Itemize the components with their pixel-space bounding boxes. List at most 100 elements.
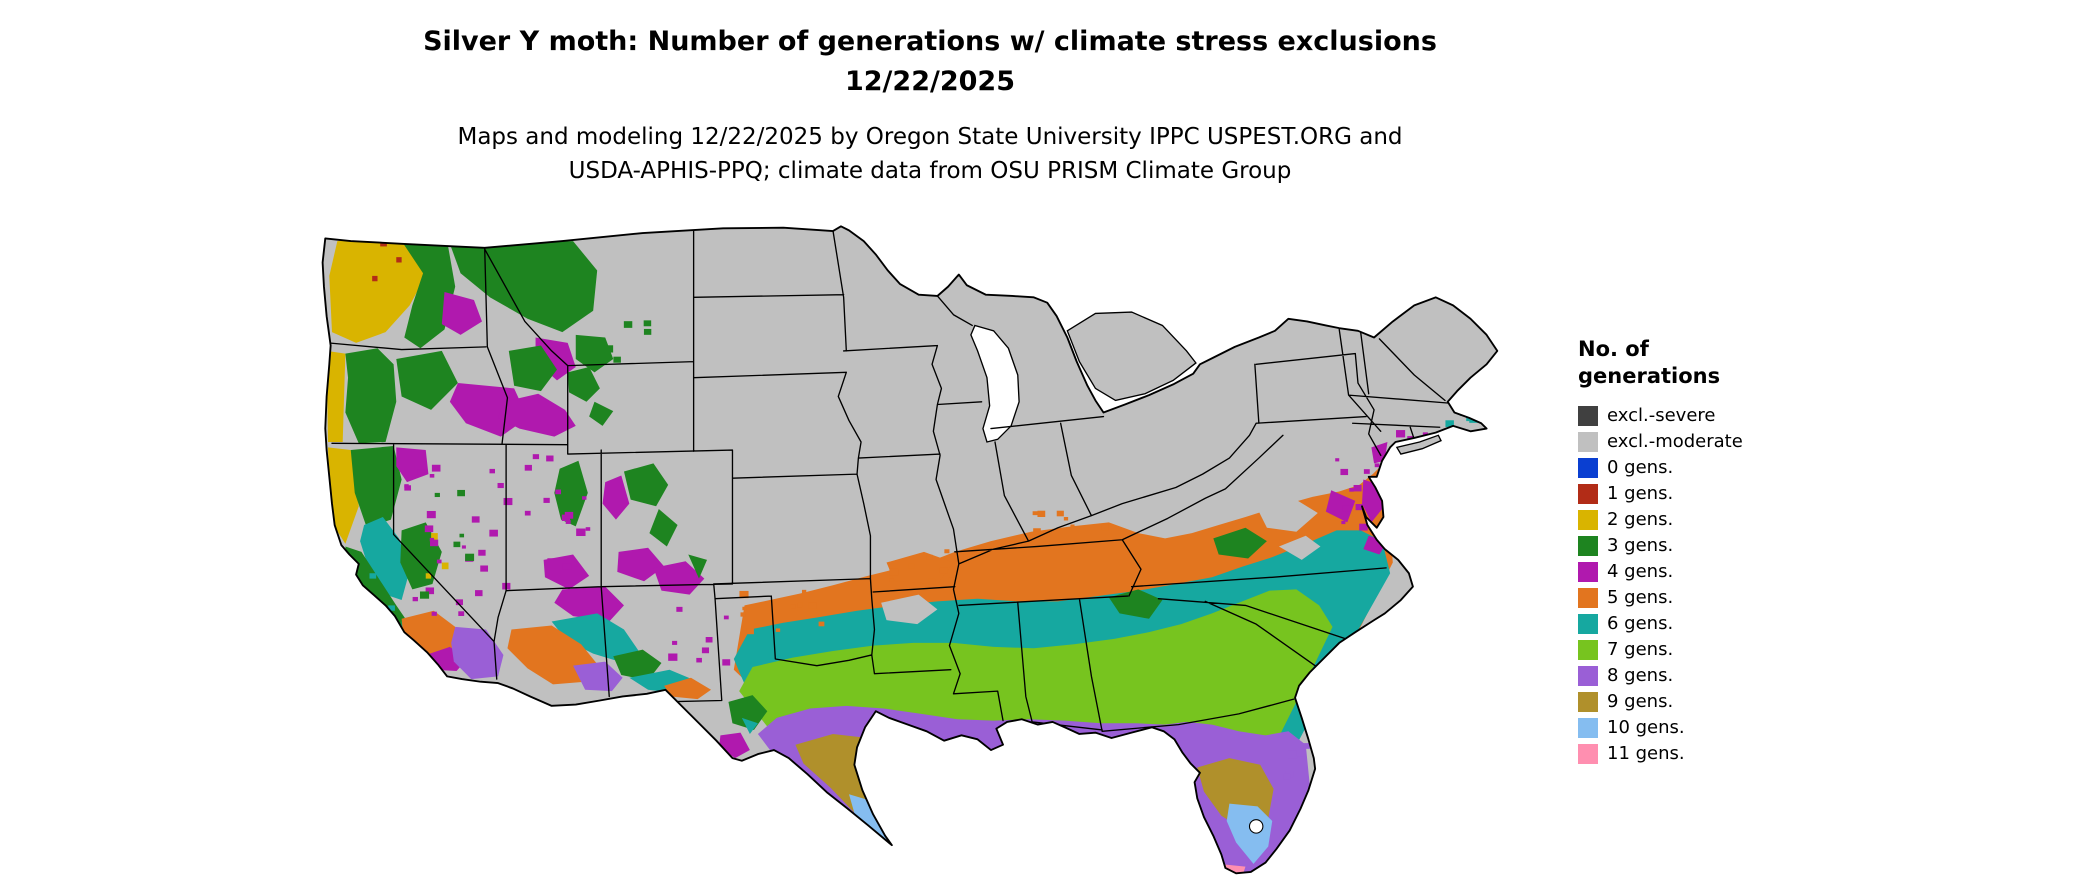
region-3-gens-colorado-2	[649, 508, 678, 547]
region-gray-appalachia-1	[1258, 498, 1318, 532]
region-3-gens-montana	[575, 334, 614, 373]
region-3-gens-wind-river	[589, 401, 614, 426]
legend-item: 0 gens.	[1578, 455, 1818, 481]
region-2-gens-oregon-coast	[326, 350, 346, 442]
region-6-gens-mogollon	[551, 613, 639, 663]
region-6-gens-speck	[369, 573, 377, 579]
legend-item: 1 gens.	[1578, 481, 1818, 507]
region-1-gens-speck	[396, 257, 402, 263]
legend-item: excl.-moderate	[1578, 429, 1818, 455]
legend-item: 3 gens.	[1578, 533, 1818, 559]
legend-label: 2 gens.	[1607, 509, 1674, 530]
region-4-gens-colorado-2	[617, 547, 665, 582]
legend-label: 8 gens.	[1607, 665, 1674, 686]
legend-swatch	[1578, 510, 1598, 530]
legend-item: 4 gens.	[1578, 559, 1818, 585]
subtitle-line1: Maps and modeling 12/22/2025 by Oregon S…	[457, 124, 1403, 150]
legend-swatch	[1578, 692, 1598, 712]
region-3-gens-cascades-wa	[398, 237, 456, 349]
legend-item: 2 gens.	[1578, 507, 1818, 533]
legend-swatch	[1578, 718, 1598, 738]
region-3-gens-sw-nm	[613, 649, 662, 681]
region-3-gens-klamath	[350, 446, 402, 528]
legend-label: 3 gens.	[1607, 535, 1674, 556]
legend-item: excl.-severe	[1578, 403, 1818, 429]
legend-label: 5 gens.	[1607, 587, 1674, 608]
legend: No. of generations excl.-severe excl.-mod…	[1578, 336, 1818, 767]
legend-item: 6 gens.	[1578, 611, 1818, 637]
subtitle-line2: USDA-APHIS-PPQ; climate data from OSU PR…	[568, 158, 1292, 184]
region-3-gens-blue-mtns	[396, 350, 458, 410]
long-island	[1395, 434, 1442, 455]
legend-swatch	[1578, 406, 1598, 426]
legend-label: 11 gens.	[1607, 743, 1685, 764]
us-map	[321, 225, 1499, 875]
legend-label: 4 gens.	[1607, 561, 1674, 582]
legend-swatch	[1578, 614, 1598, 634]
legend-item: 10 gens.	[1578, 715, 1818, 741]
region-1-gens-speck	[380, 241, 387, 247]
legend-swatch	[1578, 536, 1598, 556]
region-4-gens-dc	[1325, 490, 1356, 523]
legend-swatch	[1578, 640, 1598, 660]
map-fill-layer	[322, 226, 1498, 874]
legend-swatch	[1578, 666, 1598, 686]
region-2-gens-speck	[425, 573, 432, 579]
legend-label: 1 gens.	[1607, 483, 1674, 504]
legend-label: 10 gens.	[1607, 717, 1685, 738]
region-2-gens-speck	[441, 562, 449, 570]
region-8-gens-mojave	[451, 626, 504, 680]
region-3-gens-central-idaho	[508, 345, 558, 392]
region-2-gens-speck	[431, 533, 438, 540]
legend-swatch	[1578, 744, 1598, 764]
legend-swatch	[1578, 562, 1598, 582]
region-3-gens-appalachia	[1213, 527, 1267, 559]
legend-title-line1: No. of	[1578, 337, 1649, 361]
state-borders	[327, 227, 1450, 732]
region-3-gens-cascades-or	[345, 348, 397, 444]
map-container	[317, 225, 1527, 884]
legend-item: 7 gens.	[1578, 637, 1818, 663]
region-9-gens-texas	[795, 733, 902, 842]
region-3-gens-colorado-1	[623, 463, 669, 507]
region-4-gens-east-washington	[441, 291, 482, 335]
region-3-gens-yellowstone	[567, 366, 600, 402]
legend-swatch	[1578, 458, 1598, 478]
legend-item: 9 gens.	[1578, 689, 1818, 715]
title-line2: 12/22/2025	[844, 66, 1015, 97]
legend-item: 5 gens.	[1578, 585, 1818, 611]
region-3-gens-sangre	[688, 554, 708, 579]
us-outline	[321, 225, 1499, 875]
legend-items: excl.-severe excl.-moderate 0 gens. 1 gens.…	[1578, 403, 1818, 767]
legend-swatch	[1578, 484, 1598, 504]
legend-swatch	[1578, 432, 1598, 452]
region-3-gens-davis-mtns	[728, 695, 768, 730]
page-subtitle: Maps and modeling 12/22/2025 by Oregon S…	[0, 120, 1860, 188]
region-2-gens-nca-coast	[327, 447, 359, 544]
region-1-gens-speck	[372, 275, 378, 282]
legend-label: excl.-severe	[1607, 405, 1716, 426]
region-gray-appalachia-2	[1278, 535, 1321, 560]
legend-item: 11 gens.	[1578, 741, 1818, 767]
legend-item: 8 gens.	[1578, 663, 1818, 689]
legend-title: No. of generations	[1578, 336, 1818, 390]
legend-label: 9 gens.	[1607, 691, 1674, 712]
region-4-gens-colorado-1	[602, 475, 630, 520]
region-2-gens-washington	[329, 237, 426, 343]
lake-okeechobee	[1248, 819, 1264, 834]
region-8-gens-south-arizona	[573, 661, 623, 692]
region-6-gens-speck	[388, 605, 395, 611]
page-title: Silver Y moth: Number of generations w/ …	[0, 22, 1860, 102]
region-4-gens-se-oregon	[449, 383, 528, 437]
legend-label: 7 gens.	[1607, 639, 1674, 660]
region-10-gens-texas	[849, 794, 891, 843]
region-3-gens-wasatch	[554, 460, 588, 527]
region-6-gens-davis-mtns	[741, 717, 758, 734]
region-4-gens-snake-plain	[498, 393, 576, 437]
region-4-gens-north-arizona	[554, 586, 624, 622]
legend-swatch	[1578, 588, 1598, 608]
legend-label: excl.-moderate	[1607, 431, 1743, 452]
ontario-canada	[1066, 311, 1197, 402]
region-3-gens-idaho-panhandle	[449, 241, 598, 333]
